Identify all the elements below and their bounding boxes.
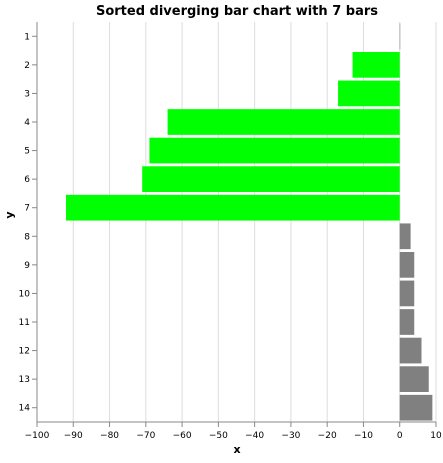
x-tick-label: −100 xyxy=(25,431,50,441)
y-tick-label: 7 xyxy=(24,204,30,214)
y-tick-label: 3 xyxy=(24,89,30,99)
x-tick-label: −50 xyxy=(209,431,228,441)
bar xyxy=(399,252,415,278)
bar xyxy=(399,309,415,335)
y-tick-label: 5 xyxy=(24,147,30,157)
y-tick-label: 8 xyxy=(24,232,30,242)
x-tick-label: −60 xyxy=(173,431,192,441)
bar xyxy=(338,80,400,107)
y-tick-label: 14 xyxy=(19,404,31,414)
bar xyxy=(167,109,400,135)
y-tick-label: 2 xyxy=(24,61,30,71)
y-tick-label: 10 xyxy=(19,289,31,299)
x-tick-label: 0 xyxy=(397,431,403,441)
y-tick-label: 11 xyxy=(19,318,30,328)
x-axis-title: x xyxy=(233,443,240,456)
bar xyxy=(66,194,400,221)
x-tick-label: −80 xyxy=(100,431,119,441)
bar xyxy=(399,23,401,50)
bar xyxy=(399,366,429,392)
x-tick-label: −70 xyxy=(136,431,155,441)
axes-layer: −100 −90 −80 −70 −60 −50 −40 −30 −20 −10 0 10123456… xyxy=(19,22,442,441)
bar xyxy=(399,280,415,307)
bar xyxy=(352,52,400,78)
y-tick-label: 13 xyxy=(19,375,30,385)
x-tick-label: −30 xyxy=(281,431,300,441)
bar xyxy=(142,166,400,192)
chart-title: Sorted diverging bar chart with 7 bars xyxy=(96,4,378,19)
y-axis-title: y xyxy=(3,211,16,218)
x-tick-label: 10 xyxy=(430,431,442,441)
y-tick-label: 12 xyxy=(19,347,30,357)
bar xyxy=(399,223,411,250)
bar xyxy=(149,137,400,164)
x-tick-label: −10 xyxy=(354,431,373,441)
y-tick-label: 6 xyxy=(24,175,30,185)
x-tick-label: −20 xyxy=(318,431,337,441)
x-tick-label: −90 xyxy=(64,431,83,441)
y-tick-label: 9 xyxy=(24,261,30,271)
y-tick-label: 4 xyxy=(24,118,30,128)
x-tick-label: −40 xyxy=(245,431,264,441)
bar xyxy=(399,337,422,364)
bar xyxy=(399,394,433,421)
bars-layer xyxy=(66,23,433,421)
y-tick-label: 1 xyxy=(24,32,30,42)
